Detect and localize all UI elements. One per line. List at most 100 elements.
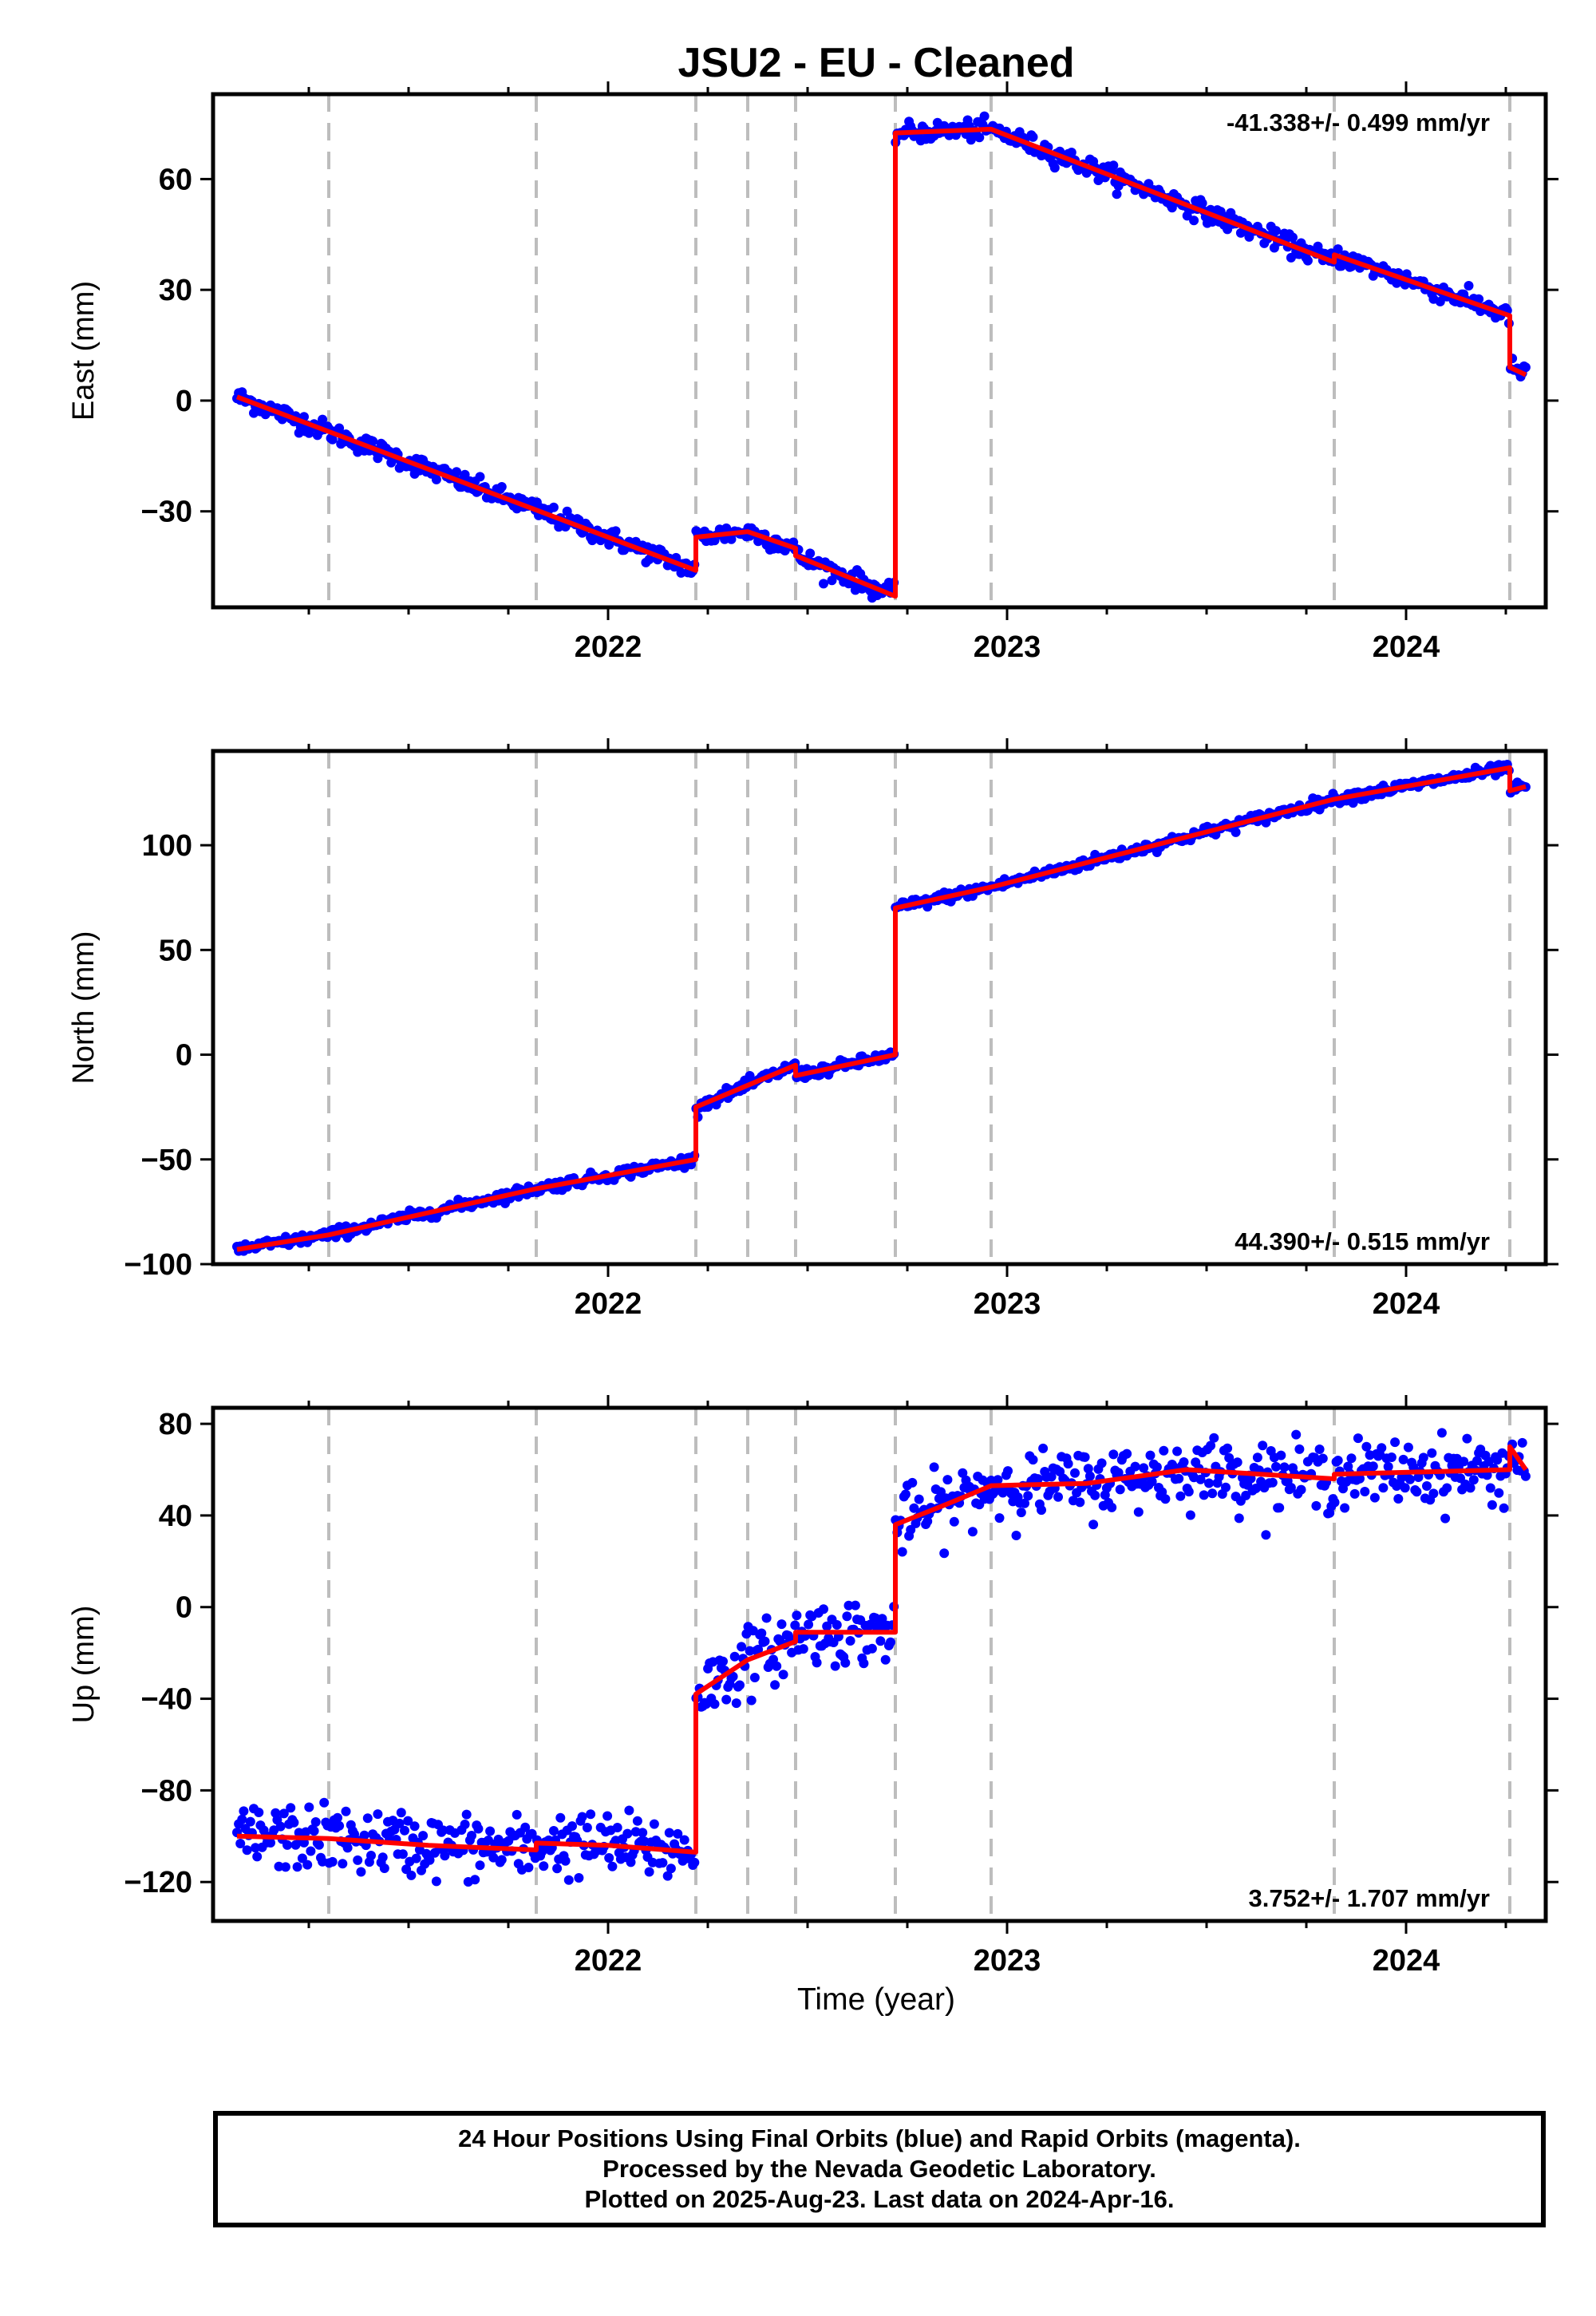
x-tick-label: 2022 <box>575 1287 642 1321</box>
data-point <box>812 1658 822 1668</box>
data-point <box>475 1860 485 1871</box>
data-point <box>1145 1450 1156 1460</box>
data-point <box>728 1671 738 1682</box>
x-tick-label: 2022 <box>575 1944 642 1978</box>
data-point <box>842 1611 852 1622</box>
data-point <box>832 1620 842 1630</box>
data-point <box>1049 163 1060 173</box>
data-point <box>574 1873 584 1883</box>
data-point <box>368 436 378 446</box>
data-point <box>338 1859 348 1869</box>
data-point <box>1053 1492 1063 1502</box>
data-point <box>845 1636 855 1646</box>
data-point <box>362 1813 373 1824</box>
data-point <box>1428 1488 1439 1499</box>
y-tick-label: 30 <box>159 274 192 307</box>
data-point <box>778 1670 788 1680</box>
model-fit-line <box>236 765 1527 1252</box>
data-point <box>1398 1454 1408 1464</box>
data-point <box>1378 1483 1389 1493</box>
data-point <box>245 1816 255 1827</box>
data-point <box>418 1831 429 1841</box>
data-point <box>1020 1498 1029 1508</box>
data-point <box>563 1875 574 1885</box>
data-point <box>1206 1441 1216 1451</box>
data-point <box>749 1673 760 1682</box>
data-point <box>1472 1456 1482 1466</box>
observation-points <box>232 111 1531 603</box>
data-point <box>1355 1473 1365 1484</box>
observation-points <box>232 1428 1531 1887</box>
data-point <box>1346 1453 1357 1464</box>
data-point <box>1403 1442 1413 1452</box>
up-panel: 2022 2023 2024 −120 −80 −40 0 40 80 Up (mm) 3.752+… <box>67 1395 1558 1978</box>
data-point <box>1028 132 1038 142</box>
data-point <box>1172 1446 1183 1456</box>
y-axis-label: Up (mm) <box>67 1606 101 1724</box>
y-axis-label: North (mm) <box>67 931 101 1084</box>
data-point <box>318 414 328 425</box>
y-tick-label: −30 <box>141 496 192 529</box>
data-point <box>397 1849 408 1860</box>
data-point <box>1288 232 1298 243</box>
data-point <box>1083 1464 1093 1474</box>
data-point <box>1436 1428 1447 1438</box>
data-point <box>907 1477 918 1488</box>
data-point <box>1494 1488 1504 1498</box>
data-point <box>649 1819 659 1829</box>
east-panel: 2022 2023 2024 −30 0 30 60 East (mm) -41.338+/- … <box>67 81 1558 664</box>
data-point <box>1279 1462 1290 1472</box>
y-tick-label: 0 <box>176 1591 192 1625</box>
data-point <box>356 1867 366 1877</box>
data-point <box>1333 244 1343 255</box>
data-point <box>819 1604 828 1614</box>
data-point <box>403 1816 413 1826</box>
x-tick-label: 2024 <box>1373 1944 1440 1978</box>
data-point <box>286 1803 296 1813</box>
observation-points <box>232 760 1531 1256</box>
data-point <box>604 539 614 550</box>
data-point <box>1296 1484 1306 1495</box>
data-point <box>644 555 654 564</box>
data-point <box>1440 1513 1451 1524</box>
data-point <box>1088 1520 1099 1530</box>
data-point <box>721 1694 732 1705</box>
data-point <box>461 1809 472 1820</box>
data-point <box>1267 1477 1278 1488</box>
data-point <box>1075 1497 1085 1508</box>
data-point <box>282 1840 292 1850</box>
data-point <box>610 526 621 536</box>
data-point <box>327 1856 338 1867</box>
data-point <box>1011 1531 1021 1540</box>
data-point <box>718 1656 728 1666</box>
data-point <box>520 1822 531 1832</box>
data-point <box>496 1855 507 1865</box>
x-tick-label: 2024 <box>1373 1287 1440 1321</box>
data-point <box>1276 1450 1286 1460</box>
data-point <box>377 1852 388 1863</box>
data-point <box>266 1838 275 1848</box>
data-point <box>770 1680 780 1690</box>
x-tick-label: 2023 <box>974 1944 1041 1978</box>
data-point <box>366 1851 376 1860</box>
data-point <box>875 1636 886 1646</box>
data-point <box>867 1643 877 1654</box>
data-point <box>1487 1500 1497 1510</box>
data-point <box>409 1821 420 1832</box>
data-point <box>582 1823 592 1832</box>
data-point <box>624 1805 634 1816</box>
data-point <box>622 1828 633 1839</box>
data-point <box>297 1853 307 1863</box>
data-point <box>612 1823 622 1832</box>
plot-frame <box>211 92 1548 610</box>
data-point <box>638 1828 648 1838</box>
data-point <box>400 1825 409 1836</box>
data-point <box>1333 1456 1343 1465</box>
velocity-label: 44.390+/- 0.515 mm/yr <box>1235 1227 1490 1255</box>
data-point <box>359 1830 369 1840</box>
data-point <box>1221 1482 1231 1492</box>
data-point <box>1223 1443 1233 1453</box>
data-point <box>334 423 345 433</box>
data-point <box>822 1621 832 1631</box>
